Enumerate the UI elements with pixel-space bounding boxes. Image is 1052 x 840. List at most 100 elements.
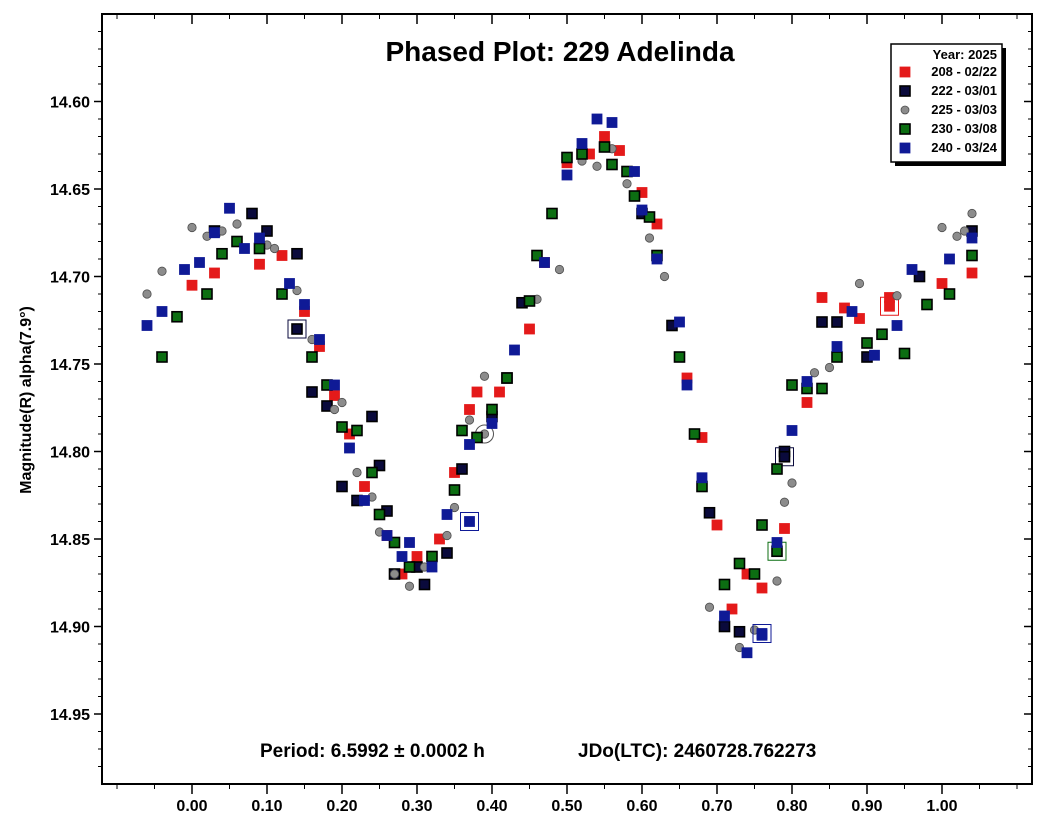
data-point	[359, 495, 370, 506]
data-point	[141, 320, 153, 331]
data-point	[876, 328, 888, 341]
data-point	[704, 602, 715, 612]
data-point	[779, 497, 790, 507]
y-tick-label: 14.65	[50, 182, 90, 199]
data-point	[816, 292, 828, 303]
data-point	[232, 219, 242, 229]
data-point	[389, 569, 400, 579]
data-point	[239, 243, 250, 254]
legend-label: 225 - 03/03	[931, 102, 997, 117]
legend-marker	[899, 123, 911, 135]
data-point	[561, 169, 573, 181]
data-point	[276, 250, 288, 261]
data-point	[884, 300, 895, 312]
data-point	[194, 257, 205, 268]
data-point	[944, 253, 955, 265]
data-point	[494, 386, 505, 398]
data-point	[442, 530, 452, 541]
data-point	[921, 298, 933, 311]
data-point	[254, 232, 265, 244]
data-point	[629, 166, 640, 177]
y-tick-label: 14.60	[50, 95, 90, 112]
data-point	[952, 231, 962, 241]
data-point	[959, 226, 970, 236]
series-4	[156, 141, 978, 591]
data-point	[598, 141, 611, 153]
data-point	[306, 351, 318, 363]
data-point	[546, 207, 558, 220]
data-point	[696, 472, 708, 484]
data-point	[967, 208, 977, 219]
period-annotation: Period: 6.5992 ± 0.0002 h	[260, 741, 485, 762]
data-point	[816, 316, 828, 328]
x-tick-label: 0.40	[476, 798, 507, 815]
data-point	[179, 264, 190, 275]
data-point	[209, 267, 220, 279]
data-point	[524, 323, 535, 335]
data-point	[299, 299, 310, 310]
data-point	[869, 349, 880, 361]
data-point	[186, 279, 198, 291]
data-point	[352, 467, 362, 478]
data-point	[396, 551, 408, 562]
data-point	[509, 344, 520, 356]
x-tick-label: 0.90	[851, 798, 882, 815]
data-point	[306, 386, 318, 398]
data-point	[718, 620, 731, 633]
data-point	[276, 288, 288, 300]
data-point	[591, 113, 603, 125]
legend-marker	[899, 85, 911, 97]
x-tick-label: 1.00	[926, 798, 957, 815]
data-point	[786, 379, 798, 391]
data-point	[253, 242, 266, 255]
data-point	[216, 247, 228, 260]
data-point	[779, 523, 790, 534]
data-point	[291, 323, 303, 335]
data-point	[426, 550, 438, 563]
data-point	[809, 368, 820, 378]
data-point	[673, 351, 686, 363]
series-5	[141, 113, 978, 659]
data-point	[936, 278, 948, 289]
y-tick-label: 14.75	[50, 357, 90, 374]
data-point	[156, 351, 168, 363]
epoch-annotation: JDo(LTC): 2460728.762273	[578, 741, 816, 762]
data-point	[651, 253, 663, 265]
data-point	[711, 519, 723, 531]
data-point	[741, 647, 753, 659]
highlight-ring	[460, 512, 479, 531]
data-point	[801, 376, 813, 387]
data-point	[426, 561, 438, 573]
legend-label: 208 - 02/22	[931, 64, 997, 79]
data-point	[456, 463, 468, 475]
data-point	[351, 424, 363, 437]
data-point	[636, 204, 648, 216]
data-point	[966, 267, 978, 279]
data-point	[846, 306, 858, 317]
data-point	[531, 249, 543, 262]
data-point	[831, 351, 843, 363]
data-point	[171, 310, 183, 323]
data-point	[561, 151, 573, 164]
x-tick-label: 0.20	[326, 798, 357, 815]
data-point	[576, 138, 588, 149]
data-point	[388, 536, 401, 549]
data-point	[854, 278, 865, 289]
data-point	[441, 509, 453, 520]
data-point	[329, 379, 340, 391]
data-point	[622, 179, 632, 189]
data-point	[404, 537, 415, 548]
data-point	[718, 578, 731, 591]
data-point	[269, 243, 280, 254]
x-tick-label: 0.30	[401, 798, 432, 815]
data-point	[659, 271, 670, 282]
data-point	[898, 347, 911, 360]
data-point	[599, 131, 610, 142]
x-tick-label: 0.50	[551, 798, 582, 815]
data-point	[733, 625, 746, 638]
data-point	[441, 547, 453, 559]
data-point	[156, 306, 168, 317]
data-point	[344, 442, 355, 454]
y-tick-label: 14.95	[50, 707, 90, 724]
